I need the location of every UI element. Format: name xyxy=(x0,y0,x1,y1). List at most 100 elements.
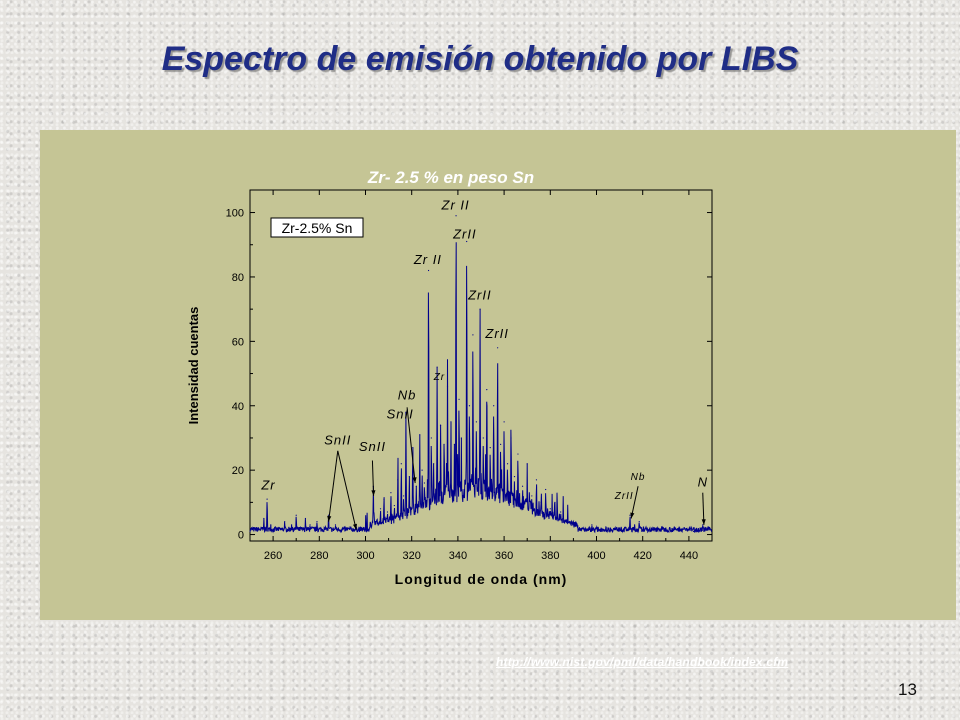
spectrum-peak xyxy=(455,215,457,217)
spectrum-peak xyxy=(415,485,417,487)
spectrum-peak xyxy=(325,527,327,529)
spectrum-peak xyxy=(423,482,426,484)
spectrum-peak xyxy=(609,527,611,529)
chart-panel: Zr- 2.5 % en peso Sn 260 280 300 320 340 360 3… xyxy=(40,130,956,620)
spectrum-peak xyxy=(655,527,658,529)
peak-annotation: ZrII xyxy=(467,287,492,302)
spectrum-peak xyxy=(263,517,265,520)
spectrum-peak xyxy=(453,443,456,445)
y-tick-label: 20 xyxy=(232,465,244,477)
peak-annotation: Zr xyxy=(433,372,445,383)
spectrum-peak xyxy=(430,437,432,439)
spectrum-peak xyxy=(591,524,593,526)
spectrum-peak xyxy=(517,453,519,455)
peak-annotation: SnII xyxy=(387,407,414,422)
spectrum-peak xyxy=(386,511,389,513)
spectrum-peak xyxy=(369,524,371,526)
annotation-arrow xyxy=(406,407,416,484)
spectrum-peak xyxy=(521,485,524,487)
y-tick-label: 0 xyxy=(238,530,244,542)
annotation-arrow xyxy=(337,450,357,530)
spectrum-peak xyxy=(486,389,488,391)
peak-annotation: ZrII xyxy=(452,226,477,241)
spectrum-peak xyxy=(540,501,542,503)
spectrum-peak xyxy=(634,524,636,526)
spectrum-peak xyxy=(479,308,481,310)
y-axis-label: Intensidad cuentas xyxy=(186,307,201,425)
spectrum-peak xyxy=(439,424,442,426)
x-tick-label: 260 xyxy=(264,550,282,562)
spectrum-peak xyxy=(619,527,621,529)
x-tick-label: 280 xyxy=(310,550,328,562)
x-tick-label: 360 xyxy=(495,550,513,562)
annotation-arrowhead xyxy=(327,515,332,522)
spectrum-peak xyxy=(341,527,343,529)
spectrum-peak xyxy=(458,398,460,400)
y-tick-label: 80 xyxy=(232,272,244,284)
spectrum-peak xyxy=(526,463,528,465)
spectrum-peak xyxy=(493,405,495,407)
spectrum-peak xyxy=(629,514,631,516)
peak-annotation: SnII xyxy=(324,432,351,447)
spectrum-peak xyxy=(309,524,311,526)
spectrum-peak xyxy=(468,405,471,407)
legend-box xyxy=(270,217,364,238)
spectrum-peak xyxy=(702,524,704,526)
spectrum-peak xyxy=(692,530,695,532)
spectrum-peak xyxy=(549,508,551,510)
peak-annotation: Nb xyxy=(631,472,646,483)
spectrum-peak xyxy=(506,463,509,465)
annotation-arrowhead xyxy=(701,519,706,525)
peak-annotation: Zr xyxy=(260,477,275,492)
spectrum-peak xyxy=(531,495,533,497)
annotation-arrowhead xyxy=(352,523,357,530)
spectrum-peak xyxy=(638,521,640,523)
peak-annotation: Nb xyxy=(398,387,417,402)
spectrum-peak xyxy=(400,463,402,465)
spectrum-peak xyxy=(316,521,318,523)
spectrum-peak xyxy=(290,524,293,526)
legend-label: Zr-2.5% Sn xyxy=(282,220,353,236)
spectrum-peak xyxy=(535,479,538,481)
annotation-arrow xyxy=(371,460,375,496)
spectrum-peak xyxy=(376,521,378,523)
spectrum-peak xyxy=(646,527,648,529)
peak-annotation: Zr II xyxy=(441,197,470,212)
spectrum-peak xyxy=(412,447,414,449)
spectrum-peak xyxy=(513,475,516,478)
spectrum-peak xyxy=(489,447,491,449)
spectrum-peak xyxy=(284,521,286,523)
spectrum-peak xyxy=(560,511,562,513)
spectrum-peak xyxy=(408,475,410,478)
peak-annotation: ZrII xyxy=(614,491,634,502)
x-tick-label: 420 xyxy=(634,550,652,562)
y-tick-label: 40 xyxy=(232,401,244,413)
spectrum-peak xyxy=(565,521,568,523)
spectrum-peak xyxy=(393,504,395,507)
spectrum-line xyxy=(249,242,713,534)
spectrum-peak xyxy=(383,498,385,500)
x-tick-label: 320 xyxy=(403,550,421,562)
source-url-link[interactable]: http://www.nist.gov/pml/data/handbook/in… xyxy=(496,655,789,669)
spectrum-peak xyxy=(334,524,337,526)
x-tick-label: 440 xyxy=(680,550,698,562)
annotation-arrowhead xyxy=(412,477,417,484)
spectrum-peak xyxy=(266,498,268,500)
y-tick-label: 60 xyxy=(232,336,244,348)
x-tick-label: 340 xyxy=(449,550,467,562)
spectrum-peak xyxy=(466,240,468,243)
annotation-arrowhead xyxy=(371,490,376,496)
spectrum-peak xyxy=(472,334,474,336)
y-tick-label: 100 xyxy=(226,208,244,220)
spectrum-peak xyxy=(390,492,392,494)
annotation-arrowhead xyxy=(630,512,635,519)
spectrum-peak xyxy=(433,463,435,465)
spectrum-peak xyxy=(304,517,307,520)
page-number: 13 xyxy=(898,680,917,699)
spectrum-peak xyxy=(419,434,421,436)
annotation-arrow xyxy=(328,450,339,522)
spectrum-peak xyxy=(497,347,499,349)
peak-annotation: N xyxy=(698,474,708,489)
slide-title: Espectro de emisión obtenido por LIBS xyxy=(161,40,799,78)
spectrum-peak xyxy=(450,421,452,423)
